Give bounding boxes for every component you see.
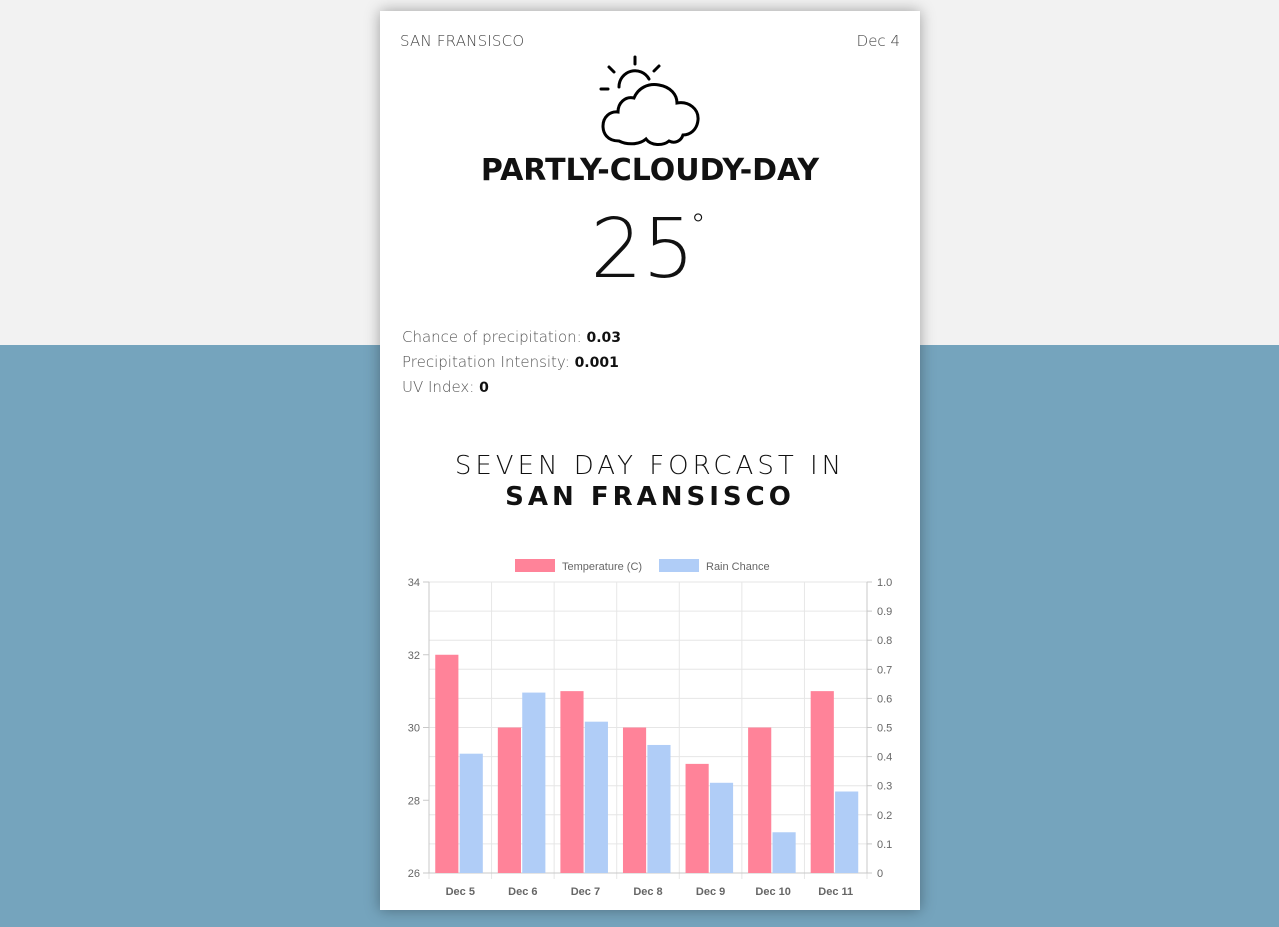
y-right-tick-label: 1.0 (877, 577, 892, 589)
bar-temperature (685, 763, 709, 873)
city-name: SAN FRANSISCO (400, 32, 525, 50)
y-right-tick-label: 0.2 (877, 810, 892, 822)
x-tick-label: Dec 7 (571, 886, 600, 898)
bar-rain-chance (584, 721, 608, 873)
current-temperature: 25° (380, 205, 920, 313)
partly-cloudy-day-icon (599, 55, 700, 146)
stats-list: Chance of precipitation: 0.03 Precipitat… (402, 327, 621, 402)
y-left-tick-label: 30 (408, 723, 420, 735)
bar-temperature (560, 691, 584, 873)
forecast-title-line2: SAN FRANSISCO (505, 482, 795, 512)
weather-summary: PARTLY-CLOUDY-DAY (480, 153, 820, 188)
bar-rain-chance (459, 753, 483, 873)
bar-rain-chance (522, 692, 546, 873)
y-left-tick-label: 26 (408, 868, 420, 880)
degree-symbol: ° (690, 208, 706, 243)
x-tick-label: Dec 9 (696, 886, 725, 898)
forecast-chart[interactable]: 26 28 30 32 34 0 0.1 0.2 0.3 0.4 0.5 0.6 0.7 0.8 0.9 1.… (380, 541, 920, 901)
bar-rain-chance (647, 744, 671, 873)
x-tick-label: Dec 11 (818, 886, 853, 898)
stat-precip-intensity: Precipitation Intensity: 0.001 (402, 352, 621, 377)
bar-rain-chance (772, 832, 796, 873)
y-right-tick-label: 0.1 (877, 839, 892, 851)
stat-label: UV Index: (402, 378, 475, 396)
bar-rain-chance (709, 782, 734, 873)
x-tick-label: Dec 6 (508, 886, 537, 898)
y-right-tick-label: 0.4 (877, 752, 892, 764)
legend-label-temperature: Temperature (C) (562, 561, 642, 573)
bar-temperature (497, 727, 521, 873)
stat-value: 0.001 (574, 355, 619, 371)
y-right-tick-label: 0.6 (877, 693, 892, 705)
bar-rain-chance (835, 791, 859, 873)
stat-value: 0 (479, 380, 489, 396)
temperature-value: 25 (590, 202, 695, 297)
forecast-chart-container: 26 28 30 32 34 0 0.1 0.2 0.3 0.4 0.5 0.6 0.7 0.8 0.9 1.… (380, 541, 920, 901)
stat-label: Precipitation Intensity: (402, 353, 570, 371)
x-tick-label: Dec 5 (446, 886, 475, 898)
bar-temperature (748, 727, 772, 873)
legend-swatch-rain (659, 559, 699, 572)
y-left-tick-label: 32 (408, 650, 420, 662)
y-right-tick-label: 0.5 (877, 723, 892, 735)
legend-swatch-temperature (515, 559, 555, 572)
forecast-title-line1: SEVEN DAY FORCAST IN (454, 451, 846, 481)
y-left-tick-label: 28 (408, 795, 420, 807)
stat-precip-chance: Chance of precipitation: 0.03 (402, 327, 621, 352)
x-tick-label: Dec 8 (633, 886, 662, 898)
current-date: Dec 4 (856, 32, 900, 50)
y-right-tick-label: 0.3 (877, 781, 892, 793)
bar-temperature (622, 727, 647, 873)
stat-label: Chance of precipitation: (402, 328, 582, 346)
y-left-tick-label: 34 (408, 577, 420, 589)
y-right-tick-label: 0.8 (877, 635, 892, 647)
stat-uv-index: UV Index: 0 (402, 377, 621, 402)
bar-temperature (435, 654, 459, 873)
y-right-tick-label: 0.9 (877, 606, 892, 618)
legend-label-rain: Rain Chance (706, 561, 770, 573)
stat-value: 0.03 (586, 330, 622, 346)
weather-card: SAN FRANSISCO Dec 4 PARTLY-CLOUDY-DAY 25… (380, 11, 920, 910)
y-right-tick-label: 0 (877, 868, 883, 880)
x-tick-label: Dec 10 (755, 886, 790, 898)
y-right-tick-label: 0.7 (877, 664, 892, 676)
bar-temperature (810, 691, 834, 873)
forecast-title: SEVEN DAY FORCAST IN SAN FRANSISCO (380, 451, 920, 513)
